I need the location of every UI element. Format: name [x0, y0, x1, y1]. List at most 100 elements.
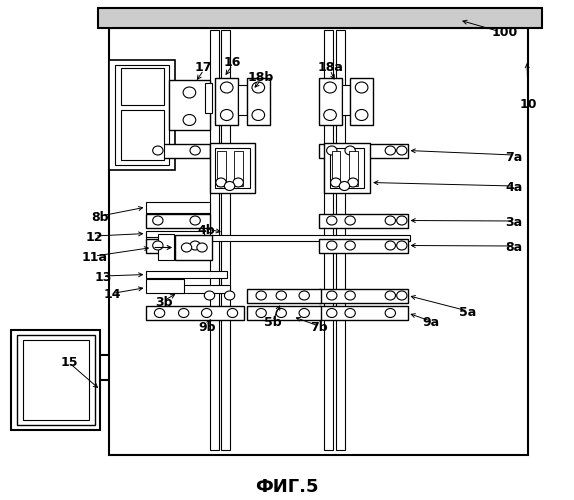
Bar	[319, 144, 408, 158]
Circle shape	[197, 243, 207, 252]
Circle shape	[256, 308, 266, 318]
Text: 11a: 11a	[82, 251, 108, 264]
Circle shape	[190, 241, 200, 250]
Bar	[319, 238, 408, 252]
Circle shape	[216, 178, 226, 187]
Bar	[247, 306, 321, 320]
Text: 5a: 5a	[459, 306, 476, 319]
Bar	[146, 144, 210, 158]
Bar	[215, 78, 238, 125]
Circle shape	[385, 216, 395, 225]
Circle shape	[276, 308, 286, 318]
Text: 3a: 3a	[505, 216, 522, 229]
Text: 13: 13	[95, 271, 112, 284]
Circle shape	[355, 82, 368, 93]
Circle shape	[324, 82, 336, 93]
Circle shape	[327, 146, 337, 155]
Bar	[330, 148, 364, 188]
Bar	[109, 60, 175, 170]
Text: 9a: 9a	[422, 316, 439, 329]
Circle shape	[397, 291, 407, 300]
Circle shape	[324, 110, 336, 120]
Circle shape	[355, 110, 368, 120]
Text: 14: 14	[103, 288, 121, 302]
Text: 16: 16	[224, 56, 241, 69]
Bar	[175, 235, 212, 260]
Bar	[121, 110, 164, 160]
Circle shape	[385, 146, 395, 155]
Text: 7b: 7b	[310, 321, 327, 334]
Circle shape	[327, 291, 337, 300]
Text: 3b: 3b	[155, 296, 172, 309]
Bar	[109, 28, 528, 455]
Circle shape	[397, 146, 407, 155]
Bar	[115, 65, 169, 165]
Bar	[319, 214, 408, 228]
Circle shape	[385, 291, 395, 300]
Circle shape	[201, 308, 212, 318]
Circle shape	[348, 178, 358, 187]
Bar	[324, 142, 370, 192]
Circle shape	[153, 241, 163, 250]
Bar	[121, 68, 164, 105]
Text: 18a: 18a	[317, 61, 343, 74]
Text: ФИГ.5: ФИГ.5	[255, 478, 319, 496]
Bar	[336, 30, 345, 450]
Bar	[169, 80, 210, 130]
Circle shape	[345, 241, 355, 250]
Bar	[11, 330, 100, 430]
Bar	[324, 30, 333, 450]
Circle shape	[183, 87, 196, 98]
Circle shape	[224, 291, 235, 300]
Text: 18b: 18b	[248, 71, 274, 84]
Bar	[319, 78, 342, 125]
Circle shape	[220, 82, 233, 93]
Text: 8a: 8a	[505, 241, 522, 254]
Circle shape	[252, 110, 265, 120]
Circle shape	[397, 241, 407, 250]
Bar	[146, 238, 210, 252]
Text: 10: 10	[519, 98, 537, 112]
Circle shape	[190, 216, 200, 225]
Circle shape	[256, 291, 266, 300]
Text: 15: 15	[60, 356, 77, 369]
Bar	[238, 85, 247, 115]
Circle shape	[339, 182, 350, 190]
Bar	[210, 142, 255, 192]
Bar	[215, 148, 250, 188]
Circle shape	[331, 178, 341, 187]
Text: 7a: 7a	[505, 151, 522, 164]
Circle shape	[397, 216, 407, 225]
Bar	[234, 151, 243, 186]
Bar	[217, 151, 226, 186]
Circle shape	[220, 110, 233, 120]
Circle shape	[233, 178, 243, 187]
Text: 5b: 5b	[264, 316, 281, 329]
Bar	[98, 8, 542, 28]
Circle shape	[345, 216, 355, 225]
Bar	[146, 306, 244, 320]
Bar	[332, 151, 340, 186]
Circle shape	[345, 291, 355, 300]
Bar	[146, 234, 410, 241]
Text: 17: 17	[195, 61, 212, 74]
Circle shape	[299, 308, 309, 318]
Bar	[146, 278, 184, 292]
Circle shape	[327, 216, 337, 225]
Bar	[146, 202, 210, 212]
Text: 12: 12	[86, 231, 103, 244]
Circle shape	[154, 308, 165, 318]
Circle shape	[190, 146, 200, 155]
Bar	[205, 82, 212, 112]
Text: 8b: 8b	[92, 211, 109, 224]
Circle shape	[345, 146, 355, 155]
Circle shape	[276, 291, 286, 300]
Text: 4a: 4a	[505, 181, 522, 194]
Text: 9b: 9b	[198, 321, 215, 334]
Circle shape	[224, 182, 235, 190]
Circle shape	[227, 308, 238, 318]
Circle shape	[153, 146, 163, 155]
Bar	[158, 234, 174, 260]
Bar	[349, 151, 358, 186]
Bar	[23, 340, 89, 420]
